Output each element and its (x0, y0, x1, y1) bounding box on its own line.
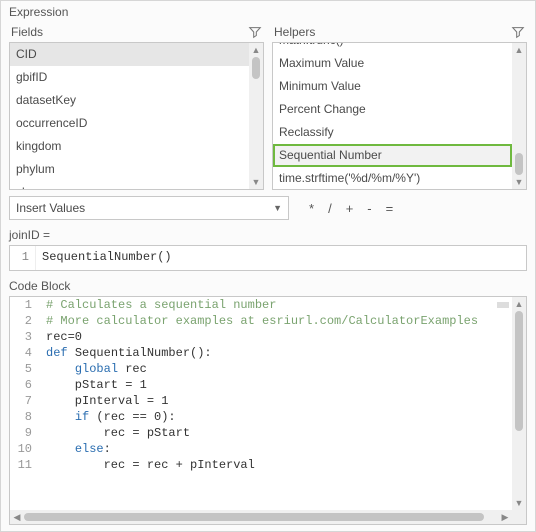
operator-button[interactable]: / (328, 201, 332, 216)
helpers-header: Helpers (272, 22, 527, 42)
helpers-label: Helpers (274, 25, 315, 39)
list-item[interactable]: phylum (10, 158, 249, 181)
scroll-down-icon[interactable]: ▼ (512, 175, 526, 189)
list-item[interactable]: class (10, 181, 249, 189)
code-line[interactable]: global rec (40, 361, 478, 377)
insert-row: Insert Values ▼ * / +-= (1, 190, 535, 224)
operator-button[interactable]: * (309, 201, 314, 216)
list-item[interactable]: Sequential Number (273, 144, 512, 167)
panel-title: Expression (1, 1, 535, 22)
operator-button[interactable]: + (346, 201, 354, 216)
code-line[interactable]: # More calculator examples at esriurl.co… (40, 313, 478, 329)
scroll-left-icon[interactable]: ◀ (10, 510, 24, 524)
code-line[interactable]: if (rec == 0): (40, 409, 478, 425)
code-line[interactable]: pStart = 1 (40, 377, 478, 393)
helpers-listbox[interactable]: math.trunc()Maximum ValueMinimum ValuePe… (272, 42, 527, 190)
code-vscrollbar[interactable]: ▲ ▼ (512, 297, 526, 510)
insert-values-dropdown[interactable]: Insert Values ▼ (9, 196, 289, 220)
fields-column: Fields CIDgbifIDdatasetKeyoccurrenceIDki… (9, 22, 264, 190)
operator-button[interactable]: - (367, 201, 371, 216)
code-line[interactable]: # Calculates a sequential number (40, 297, 478, 313)
code-line[interactable]: rec = rec + pInterval (40, 457, 478, 473)
scroll-thumb[interactable] (515, 311, 523, 431)
helpers-scrollbar[interactable]: ▲ ▼ (512, 43, 526, 189)
line-number: 7 (10, 393, 40, 409)
line-number: 1 (10, 246, 36, 270)
code-line[interactable]: else: (40, 441, 478, 457)
scroll-up-icon[interactable]: ▲ (249, 43, 263, 57)
scroll-thumb[interactable] (24, 513, 484, 521)
filter-icon[interactable] (248, 25, 262, 39)
scroll-thumb[interactable] (515, 153, 523, 175)
list-item[interactable]: Minimum Value (273, 75, 512, 98)
line-number: 6 (10, 377, 40, 393)
scroll-corner (512, 510, 526, 524)
code-line[interactable]: pInterval = 1 (40, 393, 478, 409)
list-item[interactable]: Percent Change (273, 98, 512, 121)
expression-code: SequentialNumber() (36, 246, 178, 270)
list-item[interactable]: math.trunc() (273, 43, 512, 52)
line-number: 2 (10, 313, 40, 329)
scroll-down-icon[interactable]: ▼ (512, 496, 526, 510)
fields-listbox[interactable]: CIDgbifIDdatasetKeyoccurrenceIDkingdomph… (9, 42, 264, 190)
dropdown-label: Insert Values (16, 201, 85, 215)
line-number: 3 (10, 329, 40, 345)
list-item[interactable]: CID (10, 43, 249, 66)
expression-panel: Expression Fields CIDgbifIDdatasetKeyocc… (0, 0, 536, 532)
fields-helpers-row: Fields CIDgbifIDdatasetKeyoccurrenceIDki… (1, 22, 535, 190)
list-item[interactable]: kingdom (10, 135, 249, 158)
list-item[interactable]: gbifID (10, 66, 249, 89)
line-number: 4 (10, 345, 40, 361)
scroll-thumb[interactable] (252, 57, 260, 79)
expression-label: joinID = (1, 224, 535, 245)
operators-row: * / +-= (299, 201, 393, 216)
line-number: 9 (10, 425, 40, 441)
line-number: 10 (10, 441, 40, 457)
code-line[interactable]: rec=0 (40, 329, 478, 345)
list-item[interactable]: Maximum Value (273, 52, 512, 75)
scroll-up-icon[interactable]: ▲ (512, 43, 526, 57)
code-line[interactable]: def SequentialNumber(): (40, 345, 478, 361)
list-item[interactable]: datasetKey (10, 89, 249, 112)
filter-icon[interactable] (511, 25, 525, 39)
line-number: 11 (10, 457, 40, 473)
fields-label: Fields (11, 25, 43, 39)
line-number: 5 (10, 361, 40, 377)
scroll-down-icon[interactable]: ▼ (249, 175, 263, 189)
line-number: 1 (10, 297, 40, 313)
scroll-right-icon[interactable]: ▶ (498, 510, 512, 524)
expression-input[interactable]: 1 SequentialNumber() (9, 245, 527, 271)
list-item[interactable]: Reclassify (273, 121, 512, 144)
operator-button[interactable]: = (386, 201, 394, 216)
codeblock-label: Code Block (1, 275, 535, 296)
scroll-up-icon[interactable]: ▲ (512, 297, 526, 311)
chevron-down-icon: ▼ (273, 203, 282, 213)
list-item[interactable]: occurrenceID (10, 112, 249, 135)
fields-header: Fields (9, 22, 264, 42)
line-number: 8 (10, 409, 40, 425)
code-hscrollbar[interactable]: ◀ ▶ (10, 510, 512, 524)
codeblock-editor[interactable]: 1# Calculates a sequential number2# More… (9, 296, 527, 525)
helpers-column: Helpers math.trunc()Maximum ValueMinimum… (272, 22, 527, 190)
list-item[interactable]: time.strftime('%d/%m/%Y') (273, 167, 512, 189)
fields-scrollbar[interactable]: ▲ ▼ (249, 43, 263, 189)
code-line[interactable]: rec = pStart (40, 425, 478, 441)
